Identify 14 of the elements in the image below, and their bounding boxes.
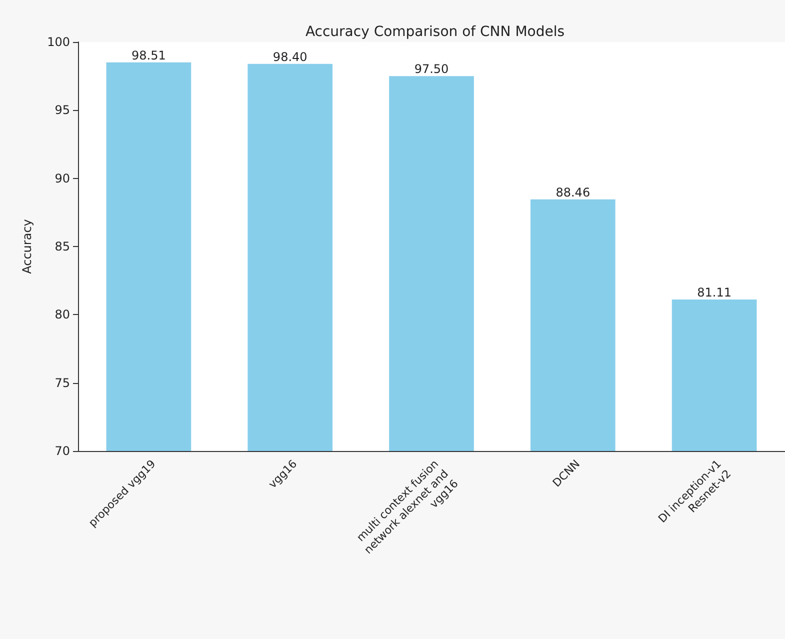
chart-title: Accuracy Comparison of CNN Models <box>305 24 565 40</box>
y-tick-label: 75 <box>54 376 70 390</box>
y-tick-label: 100 <box>47 35 70 49</box>
data-label: 97.50 <box>414 62 449 76</box>
y-axis-title: Accuracy <box>20 219 34 274</box>
y-tick-label: 95 <box>54 103 70 118</box>
y-tick-label: 85 <box>54 240 70 254</box>
y-tick-label: 90 <box>54 171 70 186</box>
data-label: 88.46 <box>556 185 590 200</box>
y-tick-label: 80 <box>54 308 70 322</box>
data-label: 81.11 <box>697 286 732 300</box>
data-label: 98.40 <box>272 50 308 64</box>
data-label: 98.51 <box>132 48 166 62</box>
y-tick-label: 70 <box>54 444 70 458</box>
